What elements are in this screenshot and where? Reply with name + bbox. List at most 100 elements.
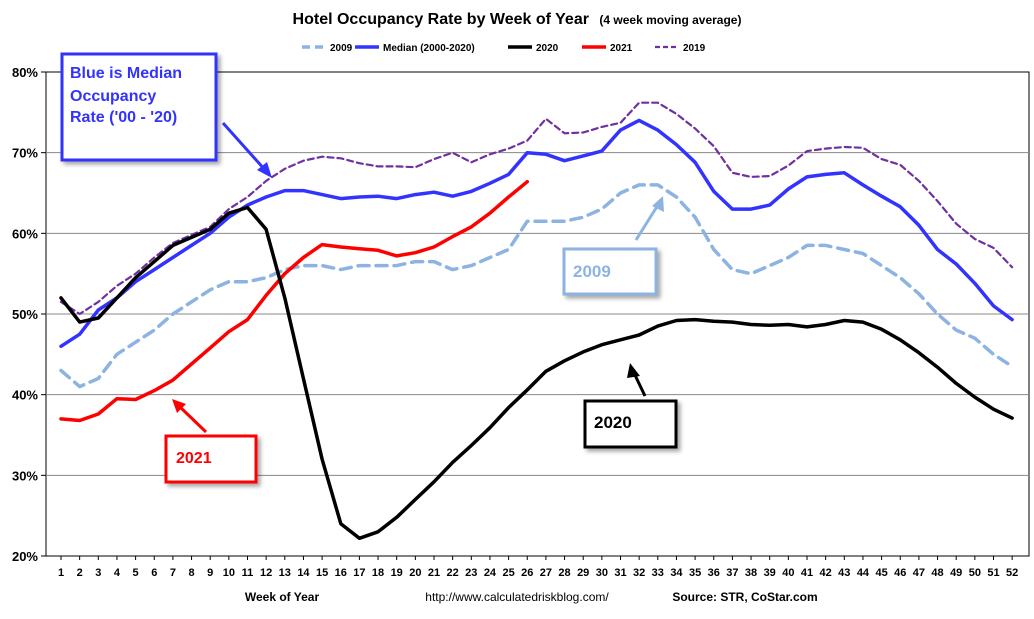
x-tick-label: 16 <box>335 567 347 579</box>
x-tick-label: 23 <box>465 567 477 579</box>
x-tick-label: 30 <box>596 567 608 579</box>
x-tick-label: 2 <box>77 567 83 579</box>
x-tick-label: 13 <box>279 567 291 579</box>
callout-2009-arrowhead <box>652 196 664 212</box>
callout-2021-arrow <box>178 405 208 434</box>
series-line-2021 <box>59 179 530 423</box>
chart-subtitle: (4 week moving average) <box>599 13 741 27</box>
callout-median-arrowhead <box>257 162 272 178</box>
x-tick-label: 12 <box>260 567 272 579</box>
x-tick-label: 6 <box>151 567 157 579</box>
callout-2009-box <box>562 247 658 296</box>
x-tick-label: 3 <box>95 567 101 579</box>
legend: 2009 Median (2000-2020) 2020 2021 2019 <box>302 43 706 54</box>
callout-median-arrow <box>221 121 268 173</box>
y-tick-label: 40% <box>12 388 38 403</box>
legend-label-2019: 2019 <box>683 43 706 54</box>
callout-2020-box <box>583 399 678 449</box>
x-tick-label: 49 <box>950 567 962 579</box>
legend-label-2009: 2009 <box>330 43 353 54</box>
x-tick-label: 25 <box>502 567 514 579</box>
x-tick-label: 17 <box>353 567 365 579</box>
x-tick-label: 36 <box>708 567 720 579</box>
x-tick-label: 28 <box>558 567 570 579</box>
series-lines <box>59 101 1014 541</box>
x-tick-label: 37 <box>726 567 738 579</box>
x-tick-label: 20 <box>409 567 421 579</box>
x-tick-label: 50 <box>969 567 981 579</box>
y-tick-label: 80% <box>12 65 38 80</box>
y-tick-label: 70% <box>12 146 38 161</box>
x-tick-label: 42 <box>820 567 832 579</box>
x-axis-label: Week of Year <box>245 590 320 604</box>
x-tick-label: 7 <box>170 567 176 579</box>
x-tick-label: 43 <box>838 567 850 579</box>
y-tick-label: 20% <box>12 549 38 564</box>
x-tick-label: 29 <box>577 567 589 579</box>
x-tick-label: 47 <box>913 567 925 579</box>
source-text: Source: STR, CoStar.com <box>672 590 817 604</box>
series-line-2009 <box>59 183 1014 389</box>
callout-median-line-2: Occupancy <box>70 88 156 105</box>
x-tick-label: 46 <box>894 567 906 579</box>
series-line-2019 <box>59 101 1014 316</box>
chart-title-main: Hotel Occupancy Rate by Week of Year <box>293 11 589 28</box>
legend-label-2021: 2021 <box>610 43 633 54</box>
callout-median-line-1: Blue is Median <box>70 65 182 82</box>
x-tick-label: 18 <box>372 567 384 579</box>
x-tick-label: 45 <box>875 567 887 579</box>
callout-2021-box <box>164 434 258 484</box>
callout-median-box <box>60 52 218 162</box>
x-tick-label: 34 <box>670 567 683 579</box>
x-tick-label: 5 <box>133 567 139 579</box>
callouts: Blue is Median Occupancy Rate ('00 - '20… <box>60 52 678 484</box>
x-tick-label: 14 <box>297 567 310 579</box>
x-tick-label: 48 <box>931 567 943 579</box>
x-tick-label: 38 <box>745 567 757 579</box>
x-tick-label: 39 <box>764 567 776 579</box>
x-tick-label: 15 <box>316 567 328 579</box>
callout-2020-arrow <box>632 372 647 397</box>
x-tick-label: 4 <box>114 567 121 579</box>
x-tick-label: 21 <box>428 567 440 579</box>
y-tick-label: 60% <box>12 226 38 241</box>
series-line-median-2000-2020 <box>59 118 1014 349</box>
callout-median-line-3: Rate ('00 - '20) <box>70 109 177 126</box>
x-tick-label: 24 <box>484 567 497 579</box>
callout-2021-arrowhead <box>172 399 186 413</box>
x-tick-label: 44 <box>857 567 870 579</box>
callout-2009-arrow <box>634 204 660 241</box>
x-tick-label: 19 <box>391 567 403 579</box>
callout-2020-text: 2020 <box>594 413 632 432</box>
x-tick-label: 52 <box>1006 567 1018 579</box>
x-tick-label: 31 <box>614 567 626 579</box>
chart-title: Hotel Occupancy Rate by Week of Year (4 … <box>293 11 742 28</box>
x-tick-label: 11 <box>242 567 254 579</box>
x-tick-label: 51 <box>987 567 999 579</box>
x-tick-label: 9 <box>207 567 213 579</box>
x-tick-label: 33 <box>652 567 664 579</box>
x-tick-label: 35 <box>689 567 701 579</box>
callout-2009-text: 2009 <box>573 262 611 281</box>
x-tick-label: 27 <box>540 567 552 579</box>
series-line-2020 <box>59 205 1014 541</box>
x-tick-label: 26 <box>521 567 533 579</box>
x-axis: 1 2 3 4 5 6 7 8 9 10 11 12 13 14 15 16 17 18 19 20 21 22 23 24 2… <box>58 556 1018 579</box>
legend-label-2020: 2020 <box>536 43 559 54</box>
x-tick-label: 10 <box>223 567 235 579</box>
y-tick-label: 30% <box>12 468 38 483</box>
callout-median-text: Blue is Median Occupancy Rate ('00 - '20… <box>70 65 186 126</box>
legend-label-median-2000-2020: Median (2000-2020) <box>383 43 475 54</box>
footer-url: http://www.calculatedriskblog.com/ <box>425 590 609 604</box>
y-axis: 20% 30% 40% 50% 60% 70% 80% <box>12 65 46 564</box>
y-tick-label: 50% <box>12 307 38 322</box>
x-tick-label: 40 <box>782 567 794 579</box>
callout-2020-arrowhead <box>627 363 640 378</box>
x-tick-label: 1 <box>58 567 64 579</box>
x-tick-label: 8 <box>188 567 194 579</box>
x-tick-label: 32 <box>633 567 645 579</box>
x-tick-label: 22 <box>447 567 459 579</box>
x-tick-label: 41 <box>801 567 813 579</box>
